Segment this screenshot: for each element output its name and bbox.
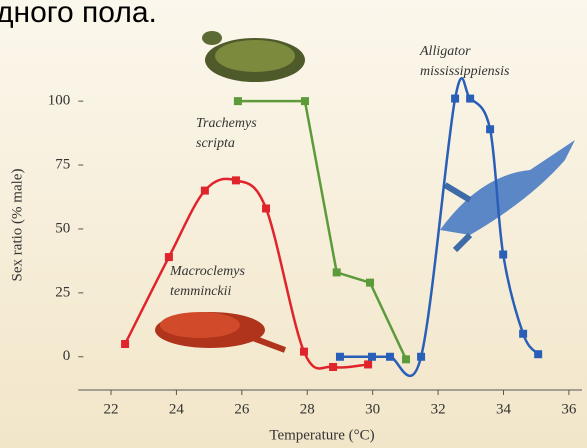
x-tick-label: 36	[561, 401, 577, 417]
data-point	[262, 204, 270, 212]
data-point	[234, 97, 242, 105]
data-point	[121, 340, 129, 348]
data-point	[451, 95, 459, 103]
data-point	[301, 97, 309, 105]
data-point	[466, 95, 474, 103]
data-point	[329, 363, 337, 371]
data-point	[201, 187, 209, 195]
chart: дного пола. Temperature (°C) Sex ratio (…	[0, 0, 587, 448]
y-tick-label: 50	[55, 220, 70, 236]
x-axis-label: Temperature (°C)	[269, 427, 374, 443]
data-point	[165, 253, 173, 261]
data-point	[366, 279, 374, 287]
y-tick-label: 0	[63, 348, 71, 364]
x-tick-label: 28	[300, 401, 315, 417]
chart-title: дного пола.	[0, 0, 157, 29]
y-tick-label: 75	[55, 156, 70, 172]
y-axis-label: Sex ratio (% male)	[9, 169, 25, 282]
data-point	[368, 353, 376, 361]
data-point	[499, 251, 507, 259]
data-point	[336, 353, 344, 361]
y-tick-label: 100	[48, 93, 71, 109]
x-tick-label: 30	[365, 401, 380, 417]
x-tick-label: 34	[496, 401, 512, 417]
data-point	[300, 348, 308, 356]
data-point	[364, 360, 372, 368]
x-tick-label: 26	[234, 401, 250, 417]
data-point	[519, 330, 527, 338]
y-tick-label: 25	[55, 284, 70, 300]
data-point	[402, 355, 410, 363]
data-point	[486, 125, 494, 133]
x-tick-label: 22	[104, 401, 119, 417]
data-point	[417, 353, 425, 361]
x-tick-label: 32	[431, 401, 446, 417]
data-point	[534, 350, 542, 358]
x-tick-label: 24	[169, 401, 185, 417]
data-point	[333, 268, 341, 276]
data-point	[386, 353, 394, 361]
data-point	[232, 176, 240, 184]
